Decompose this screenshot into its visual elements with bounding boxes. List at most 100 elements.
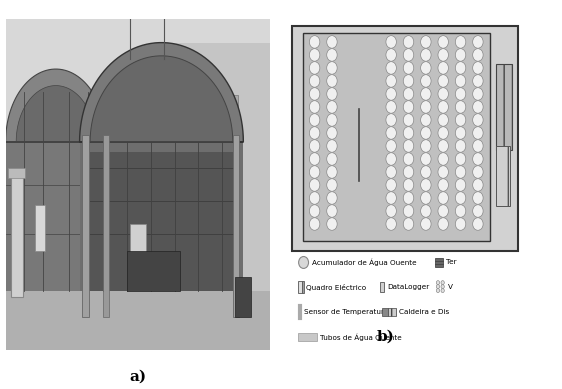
Bar — [11, 172, 23, 297]
Circle shape — [438, 114, 448, 126]
Circle shape — [438, 36, 448, 48]
Circle shape — [438, 153, 448, 165]
Bar — [130, 224, 146, 258]
Circle shape — [386, 205, 396, 217]
Circle shape — [386, 153, 396, 165]
Circle shape — [438, 179, 448, 191]
Circle shape — [309, 179, 320, 191]
Circle shape — [386, 36, 396, 48]
Circle shape — [327, 166, 337, 178]
Circle shape — [386, 88, 396, 100]
Circle shape — [404, 114, 414, 126]
Bar — [6, 142, 106, 291]
Circle shape — [455, 205, 466, 217]
Circle shape — [327, 140, 337, 152]
Circle shape — [386, 192, 396, 204]
Circle shape — [386, 49, 396, 61]
Circle shape — [455, 49, 466, 61]
Circle shape — [420, 166, 431, 178]
Text: Ter: Ter — [446, 259, 456, 265]
Bar — [235, 277, 251, 317]
Circle shape — [309, 218, 320, 230]
Circle shape — [436, 289, 439, 293]
Circle shape — [404, 127, 414, 139]
Bar — [382, 308, 388, 316]
Circle shape — [455, 36, 466, 48]
Bar — [233, 135, 239, 317]
Text: a): a) — [129, 370, 146, 384]
Circle shape — [327, 218, 337, 230]
Circle shape — [420, 36, 431, 48]
Bar — [80, 142, 243, 291]
Circle shape — [404, 166, 414, 178]
Circle shape — [438, 49, 448, 61]
Circle shape — [455, 192, 466, 204]
Circle shape — [309, 192, 320, 204]
Circle shape — [309, 75, 320, 87]
Circle shape — [420, 62, 431, 74]
Bar — [303, 33, 490, 241]
Circle shape — [455, 166, 466, 178]
Circle shape — [327, 114, 337, 126]
Circle shape — [309, 101, 320, 113]
Bar — [6, 291, 270, 350]
Circle shape — [404, 75, 414, 87]
Bar — [297, 333, 317, 341]
Circle shape — [386, 179, 396, 191]
Circle shape — [420, 127, 431, 139]
Text: Caldeira e Dis: Caldeira e Dis — [399, 309, 450, 315]
Circle shape — [441, 285, 445, 289]
Circle shape — [386, 101, 396, 113]
Text: Sensor de Temperatura: Sensor de Temperatura — [304, 309, 388, 315]
Circle shape — [420, 205, 431, 217]
Bar — [388, 308, 396, 316]
Circle shape — [473, 166, 483, 178]
Circle shape — [309, 114, 320, 126]
Circle shape — [309, 36, 320, 48]
Circle shape — [473, 205, 483, 217]
Circle shape — [455, 62, 466, 74]
Circle shape — [386, 140, 396, 152]
Bar — [103, 135, 108, 317]
Circle shape — [386, 114, 396, 126]
Circle shape — [420, 114, 431, 126]
Text: DataLogger: DataLogger — [387, 284, 429, 290]
Circle shape — [404, 218, 414, 230]
Circle shape — [473, 75, 483, 87]
Circle shape — [404, 36, 414, 48]
Circle shape — [327, 153, 337, 165]
Circle shape — [455, 114, 466, 126]
Circle shape — [455, 127, 466, 139]
Polygon shape — [6, 69, 106, 142]
Bar — [35, 205, 45, 251]
Circle shape — [473, 140, 483, 152]
Circle shape — [420, 101, 431, 113]
Circle shape — [327, 179, 337, 191]
Bar — [90, 152, 233, 291]
Circle shape — [420, 179, 431, 191]
Circle shape — [404, 62, 414, 74]
Text: Acumulador de Água Ouente: Acumulador de Água Ouente — [312, 259, 416, 266]
Text: Tubos de Água Ouente: Tubos de Água Ouente — [320, 333, 402, 341]
Circle shape — [386, 127, 396, 139]
Circle shape — [420, 88, 431, 100]
Circle shape — [327, 49, 337, 61]
Bar — [298, 281, 303, 293]
Circle shape — [455, 75, 466, 87]
Bar — [6, 19, 270, 152]
Circle shape — [420, 192, 431, 204]
Circle shape — [309, 49, 320, 61]
Text: Quadro Eléctrico: Quadro Eléctrico — [306, 284, 366, 291]
Circle shape — [298, 256, 309, 268]
Circle shape — [420, 49, 431, 61]
Circle shape — [404, 153, 414, 165]
Circle shape — [327, 127, 337, 139]
Polygon shape — [16, 86, 96, 142]
Circle shape — [404, 205, 414, 217]
Circle shape — [473, 49, 483, 61]
Circle shape — [309, 153, 320, 165]
Circle shape — [404, 101, 414, 113]
Circle shape — [441, 281, 445, 285]
Bar — [380, 282, 384, 292]
Circle shape — [327, 205, 337, 217]
